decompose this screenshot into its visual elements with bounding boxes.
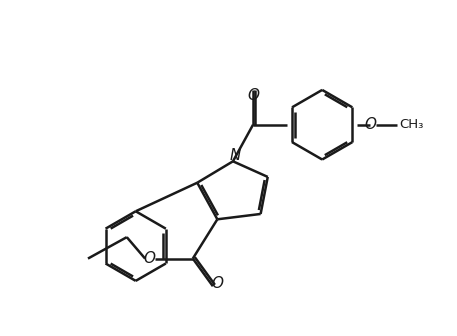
Text: N: N	[229, 149, 241, 163]
Text: O: O	[365, 117, 377, 132]
Text: O: O	[143, 251, 155, 266]
Text: O: O	[247, 88, 259, 103]
Text: CH₃: CH₃	[399, 118, 424, 131]
Text: O: O	[211, 277, 223, 292]
